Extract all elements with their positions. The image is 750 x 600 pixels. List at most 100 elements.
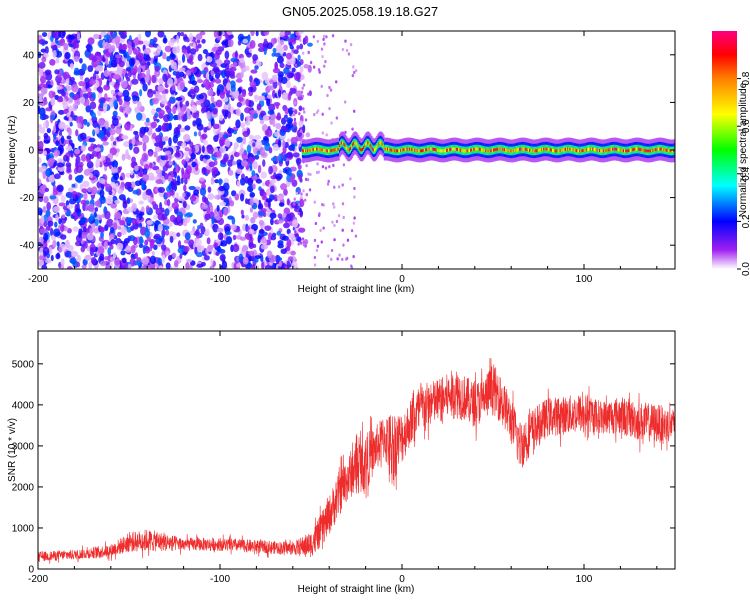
heatmap-cell bbox=[295, 191, 299, 196]
heatmap-cell bbox=[127, 47, 133, 55]
heatmap-cell bbox=[226, 127, 234, 134]
heatmap-cell bbox=[178, 196, 185, 201]
heatmap-cell bbox=[75, 42, 80, 49]
heatmap-cell bbox=[257, 234, 261, 244]
heatmap-cell bbox=[309, 60, 313, 65]
heatmap-cell bbox=[549, 148, 552, 152]
heatmap-cell bbox=[507, 149, 509, 153]
heatmap-cell bbox=[44, 258, 52, 264]
heatmap-cell bbox=[324, 166, 328, 170]
heatmap-cell bbox=[73, 93, 80, 100]
heatmap-cell bbox=[255, 178, 263, 184]
heatmap-cell bbox=[89, 101, 97, 110]
heatmap-cell bbox=[63, 42, 69, 51]
heatmap-cell bbox=[117, 231, 122, 238]
heatmap-cell bbox=[208, 121, 212, 129]
heatmap-cell bbox=[304, 118, 308, 122]
heatmap-cell bbox=[182, 192, 186, 198]
heatmap-cell bbox=[584, 148, 587, 152]
heatmap-cell bbox=[577, 149, 579, 153]
heatmap-cell bbox=[181, 53, 186, 63]
heatmap-cell bbox=[190, 104, 198, 114]
heatmap-cell bbox=[80, 199, 87, 205]
heatmap-cell bbox=[210, 70, 215, 77]
heatmap-cell bbox=[43, 132, 49, 139]
heatmap-cell bbox=[286, 167, 292, 176]
heatmap-cell bbox=[83, 240, 88, 249]
heatmap-cell bbox=[304, 177, 308, 182]
heatmap-cell bbox=[673, 149, 675, 153]
heatmap-cell bbox=[221, 157, 227, 165]
heatmap-cell bbox=[223, 59, 231, 66]
heatmap-cell bbox=[567, 147, 570, 151]
heatmap-cell bbox=[79, 217, 87, 224]
heatmap-cell bbox=[47, 220, 54, 227]
heatmap-cell bbox=[353, 186, 356, 191]
heatmap-cell bbox=[162, 225, 170, 231]
heatmap-cell bbox=[95, 60, 100, 65]
heatmap-cell bbox=[266, 250, 273, 259]
heatmap-cell bbox=[270, 235, 277, 241]
heatmap-cell bbox=[99, 253, 105, 261]
heatmap-cell bbox=[672, 149, 674, 153]
heatmap-cell bbox=[235, 78, 243, 83]
heatmap-cell bbox=[650, 149, 653, 153]
heatmap-cell bbox=[313, 263, 317, 267]
heatmap-cell bbox=[55, 253, 61, 260]
heatmap-cell bbox=[637, 147, 639, 151]
heatmap-cell bbox=[350, 229, 354, 233]
heatmap-cell bbox=[182, 201, 187, 209]
heatmap-cell bbox=[141, 152, 149, 162]
heatmap-cell bbox=[244, 120, 251, 126]
heatmap-cell bbox=[60, 90, 67, 97]
heatmap-cell bbox=[154, 58, 158, 63]
heatmap-cell bbox=[667, 149, 670, 153]
heatmap-cell bbox=[163, 114, 170, 123]
heatmap-cell bbox=[605, 149, 608, 153]
heatmap-cell bbox=[201, 195, 207, 203]
heatmap-cell bbox=[126, 197, 131, 205]
heatmap-cell bbox=[162, 122, 168, 132]
heatmap-cell bbox=[291, 142, 295, 152]
heatmap-cell bbox=[158, 141, 164, 149]
heatmap-cell bbox=[302, 243, 306, 247]
heatmap-cell bbox=[194, 246, 198, 255]
heatmap-cell bbox=[262, 136, 269, 141]
heatmap-cell bbox=[84, 204, 89, 212]
heatmap-cell bbox=[332, 163, 335, 167]
heatmap-cell bbox=[621, 149, 624, 153]
heatmap-cell bbox=[144, 47, 151, 55]
heatmap-cell bbox=[249, 134, 254, 140]
heatmap-cell bbox=[39, 185, 47, 194]
heatmap-cell bbox=[246, 51, 252, 58]
heatmap-cell bbox=[313, 255, 317, 260]
heatmap-cell bbox=[126, 217, 133, 224]
heatmap-cell bbox=[185, 70, 192, 76]
heatmap-cell bbox=[547, 147, 550, 151]
heatmap-cell bbox=[225, 236, 233, 245]
heatmap-cell bbox=[38, 135, 41, 141]
heatmap-cell bbox=[48, 246, 53, 255]
heatmap-cell bbox=[144, 120, 152, 127]
heatmap-cell bbox=[232, 61, 238, 68]
heatmap-cell bbox=[51, 31, 56, 39]
heatmap-cell bbox=[299, 198, 305, 208]
heatmap-cell bbox=[169, 235, 174, 244]
spectrogram-x-label: Height of straight line (km) bbox=[298, 284, 415, 295]
heatmap-cell bbox=[52, 239, 57, 248]
heatmap-cell bbox=[287, 138, 291, 143]
heatmap-cell bbox=[232, 243, 240, 253]
heatmap-cell bbox=[537, 148, 540, 152]
heatmap-cell bbox=[590, 147, 592, 151]
heatmap-cell bbox=[529, 148, 531, 152]
heatmap-cell bbox=[340, 142, 342, 146]
heatmap-cell bbox=[65, 145, 73, 152]
heatmap-cell bbox=[91, 92, 96, 100]
heatmap-cell bbox=[249, 39, 256, 49]
heatmap-cell bbox=[328, 107, 331, 111]
heatmap-cell bbox=[122, 197, 127, 205]
heatmap-cell bbox=[43, 150, 47, 156]
heatmap-cell bbox=[216, 204, 220, 212]
heatmap-cell bbox=[399, 149, 401, 153]
heatmap-cell bbox=[622, 149, 625, 153]
